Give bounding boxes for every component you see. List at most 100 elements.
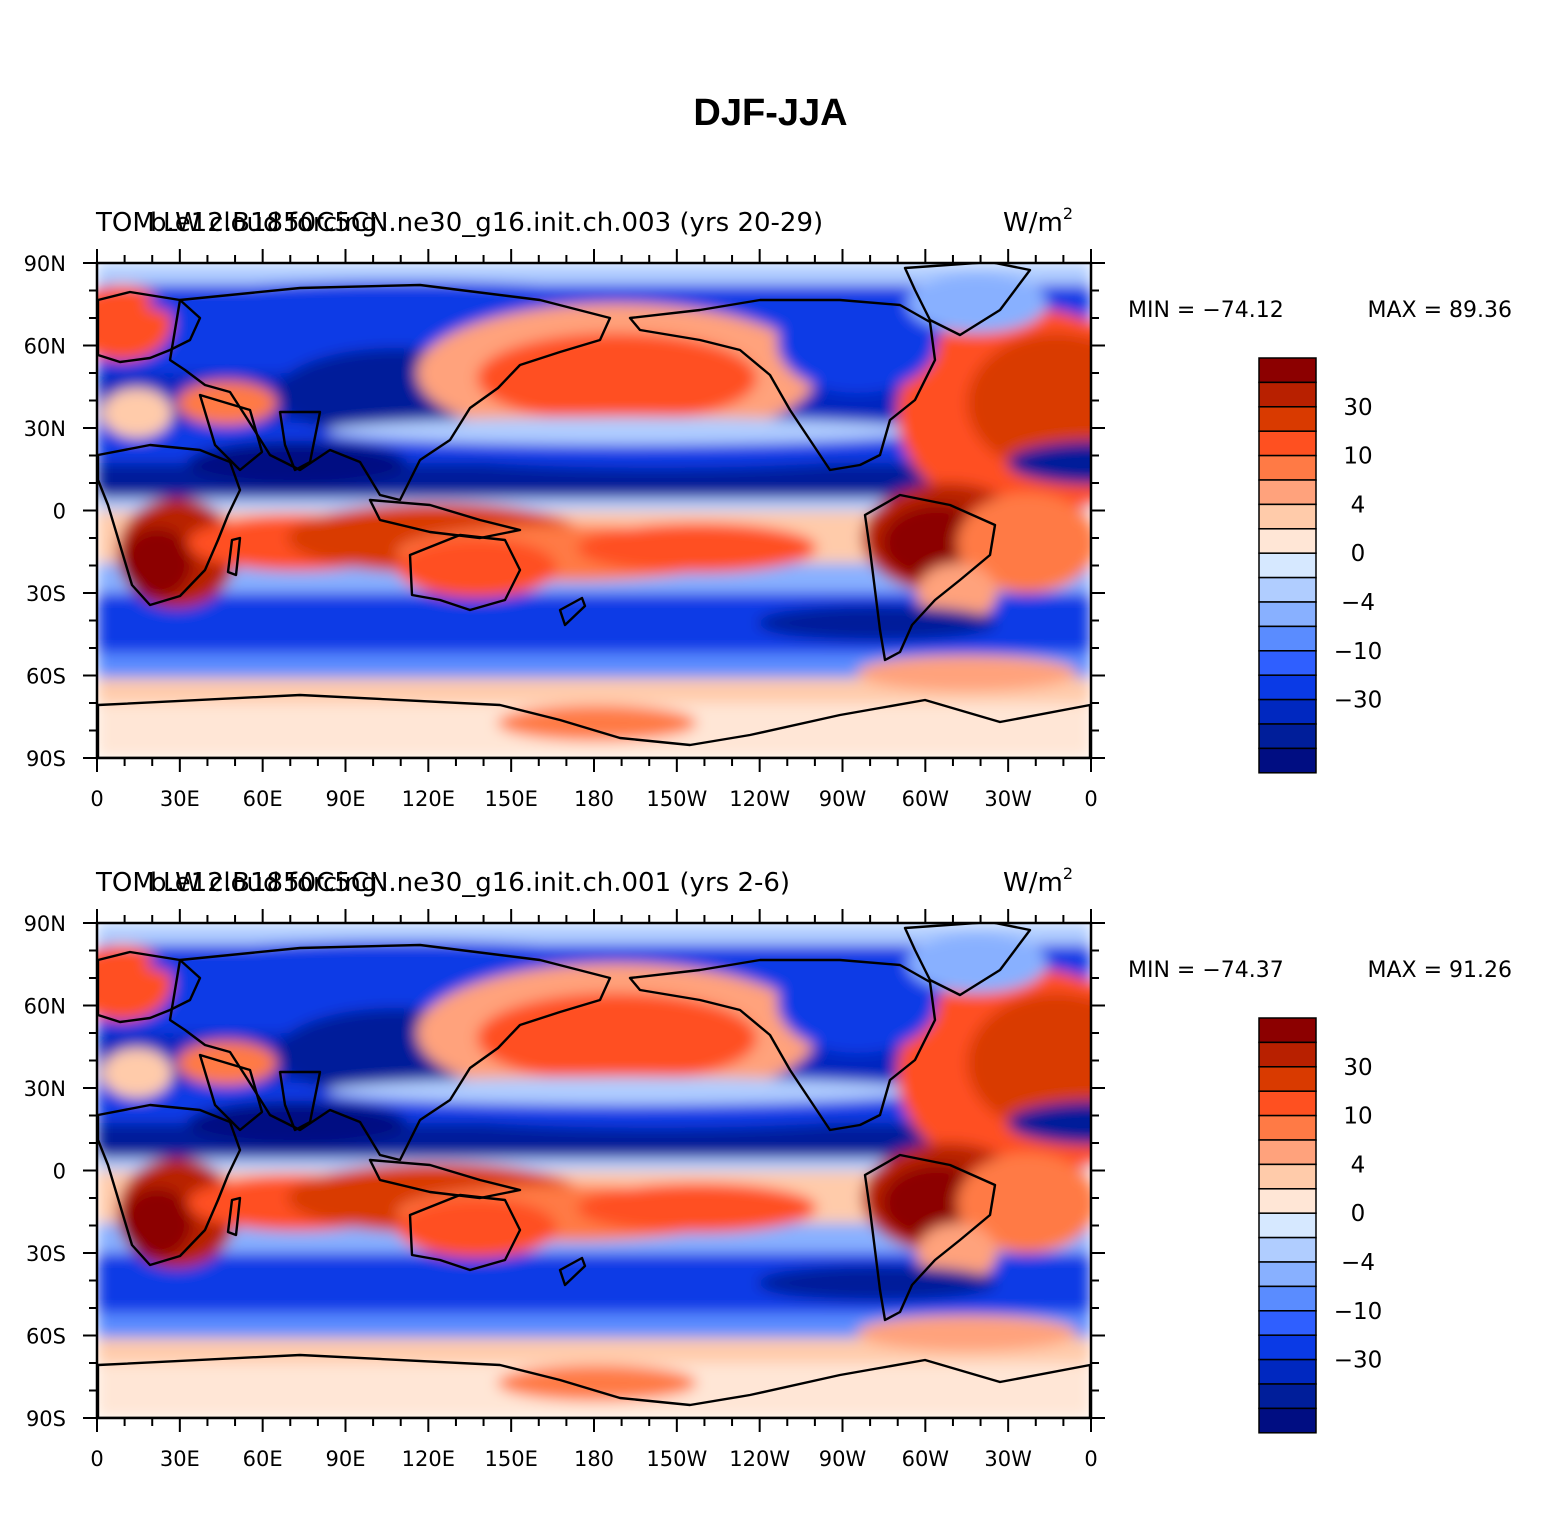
colorbar-box	[1258, 1017, 1317, 1044]
min-label: MIN = −74.37	[1128, 958, 1284, 983]
lat-label: 60N	[24, 995, 66, 1019]
lon-label: 90W	[819, 787, 867, 811]
lon-label: 180	[574, 787, 614, 811]
units-superscript: 2	[1063, 204, 1073, 223]
lon-label: 90E	[326, 787, 366, 811]
max-label: MAX = 91.26	[1367, 958, 1512, 983]
units-text: W/m	[1003, 868, 1063, 898]
colorbar-box	[1258, 1188, 1317, 1214]
colorbar-label: −30	[1334, 688, 1383, 714]
lat-label: 0	[53, 500, 66, 524]
panel-titles: TOM LW cloud forcingb.e12.B1850C5CN.ne30…	[95, 204, 1073, 238]
lon-label: 150W	[646, 787, 707, 811]
colorbar-label: 30	[1343, 395, 1372, 421]
left-title: TOM LW cloud forcing	[95, 208, 377, 238]
lon-label: 150E	[484, 1447, 537, 1471]
colorbar-box	[1258, 503, 1317, 530]
colorbar-box	[1258, 674, 1317, 701]
map-panel-2: 90N 60N 30N 0 30S 60S 90S 0 30E 60E 90E 120E 150E 180…	[24, 864, 1512, 1471]
colorbar-label: −4	[1341, 1250, 1375, 1276]
lon-label: 180	[574, 1447, 614, 1471]
colorbar-label: −10	[1334, 1299, 1383, 1325]
lon-label: 120W	[729, 787, 790, 811]
colorbar-box	[1258, 650, 1317, 676]
map-panel-1: 90N 60N 30N 0 30S 60S 90S 0 30E 60E 90E 120E 150E 180…	[24, 204, 1512, 811]
colorbar-box	[1258, 1383, 1317, 1410]
colorbar-label: −4	[1341, 590, 1375, 616]
lon-label: 30E	[160, 787, 200, 811]
lon-label: 150E	[484, 787, 537, 811]
colorbar-box	[1258, 1358, 1317, 1385]
lat-label: 30S	[26, 582, 66, 606]
lon-label: 30W	[984, 787, 1032, 811]
colorbar-label: 10	[1343, 1104, 1372, 1130]
colorbar-label: −30	[1334, 1348, 1383, 1374]
colorbar-label: 0	[1351, 541, 1366, 567]
colorbar-box	[1258, 1407, 1317, 1434]
colorbar-label: 30	[1343, 1055, 1372, 1081]
colorbar-box	[1258, 1236, 1317, 1263]
colorbar-box	[1258, 1310, 1317, 1336]
min-label: MIN = −74.12	[1128, 298, 1284, 323]
colorbar-box	[1258, 1163, 1317, 1190]
lon-label: 60E	[243, 1447, 283, 1471]
lat-label: 60S	[26, 665, 66, 689]
lon-label: 150W	[646, 1447, 707, 1471]
colorbar-box	[1258, 698, 1317, 725]
colorbar-box	[1258, 552, 1317, 579]
units-text: W/m	[1003, 208, 1063, 238]
units-label: W/m2	[1003, 204, 1073, 238]
colorbar-box	[1258, 479, 1317, 506]
colorbar-box	[1258, 601, 1317, 628]
lat-label: 0	[53, 1160, 66, 1184]
lon-label: 0	[90, 1447, 103, 1471]
lat-label: 30N	[24, 1077, 66, 1101]
lon-label: 30W	[984, 1447, 1032, 1471]
colorbar-box	[1258, 528, 1317, 554]
contour-field	[97, 923, 1091, 1418]
lat-label: 90N	[24, 252, 66, 276]
lon-label: 60W	[902, 1447, 950, 1471]
colorbar-box	[1258, 1285, 1317, 1312]
lon-label: 60W	[902, 787, 950, 811]
lat-label: 30N	[24, 417, 66, 441]
colorbar-box	[1258, 430, 1317, 457]
colorbar: 30 10 4 0 −4 −10 −30	[1258, 1017, 1383, 1434]
latitude-axis: 90N 60N 30N 0 30S 60S 90S	[24, 912, 1105, 1431]
colorbar-box	[1258, 381, 1317, 408]
colorbar-box	[1258, 454, 1317, 481]
colorbar-box	[1258, 576, 1317, 603]
lon-label: 0	[1084, 1447, 1097, 1471]
colorbar-box	[1258, 1261, 1317, 1288]
latitude-axis: 90N 60N 30N 0 30S 60S 90S	[24, 252, 1105, 771]
colorbar-box	[1258, 1090, 1317, 1117]
lon-label: 120W	[729, 1447, 790, 1471]
page-title: DJF-JJA	[693, 92, 848, 134]
colorbar-label: 10	[1343, 444, 1372, 470]
left-title: TOM LW cloud forcing	[95, 868, 377, 898]
colorbar-box	[1258, 1066, 1317, 1092]
longitude-axis: 0 30E 60E 90E 120E 150E 180 150W 120W 90W 60W 30W 0	[90, 909, 1098, 1471]
colorbar-box	[1258, 1334, 1317, 1361]
lat-label: 30S	[26, 1242, 66, 1266]
max-label: MAX = 89.36	[1367, 298, 1512, 323]
units-label: W/m2	[1003, 864, 1073, 898]
lat-label: 60S	[26, 1325, 66, 1349]
colorbar-label: 4	[1351, 492, 1366, 518]
lon-label: 120E	[402, 787, 455, 811]
panel-titles: TOM LW cloud forcingb.e12.B1850C5CN.ne30…	[95, 864, 1073, 898]
contour-field	[97, 263, 1091, 758]
colorbar-box	[1258, 1114, 1317, 1141]
longitude-axis: 0 30E 60E 90E 120E 150E 180 150W 120W 90W 60W 30W 0	[90, 249, 1098, 811]
colorbar-box	[1258, 1041, 1317, 1068]
lon-label: 0	[90, 787, 103, 811]
lat-label: 90S	[26, 1407, 66, 1431]
colorbar-box	[1258, 1139, 1317, 1166]
colorbar-label: 4	[1351, 1152, 1366, 1178]
colorbar-box	[1258, 1212, 1317, 1239]
colorbar-box	[1258, 357, 1317, 384]
colorbar-box	[1258, 747, 1317, 774]
center-title: b.e12.B1850C5CN.ne30_g16.init.ch.003 (yr…	[150, 208, 823, 238]
lon-label: 90W	[819, 1447, 867, 1471]
colorbar: 30 10 4 0 −4 −10 −30	[1258, 357, 1383, 774]
